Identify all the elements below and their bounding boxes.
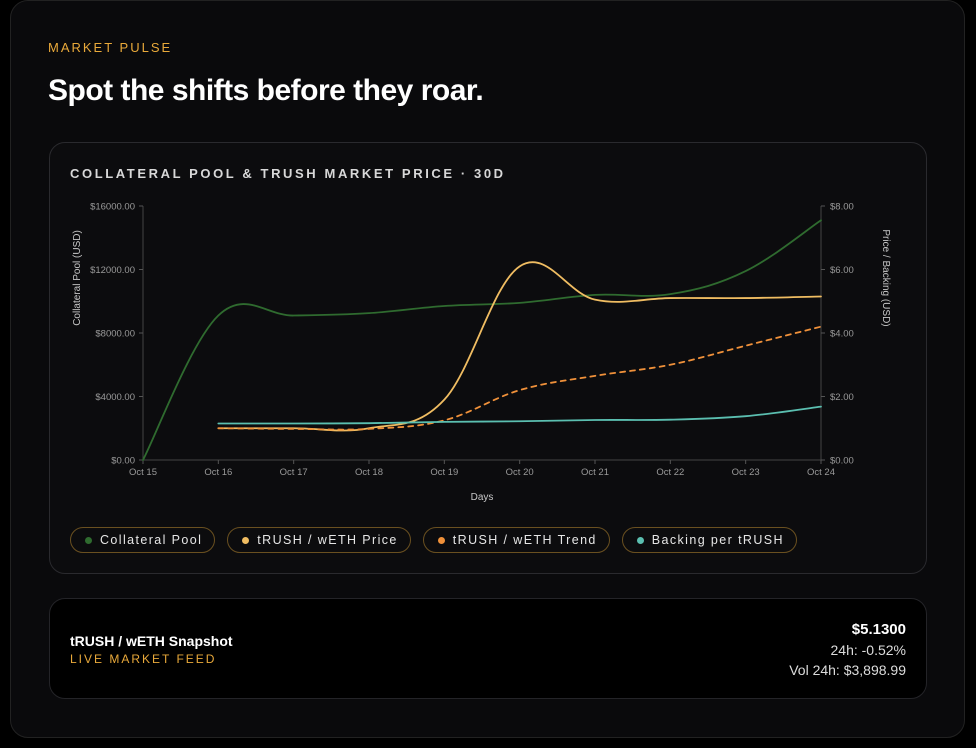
y-tick-label-right: $6.00: [830, 265, 854, 276]
y-tick-label-right: $8.00: [830, 202, 854, 213]
chart-card: [49, 142, 927, 574]
legend-item[interactable]: tRUSH / wETH Trend: [422, 527, 610, 553]
series-line-backing-per-trush: [217, 405, 822, 425]
series-line-trush-weth-price: [217, 261, 822, 432]
snapshot-price: $5.1300: [851, 621, 906, 638]
x-tick-label: Oct 16: [204, 467, 232, 478]
snapshot-card: [49, 598, 927, 699]
y-tick-label-left: $4000.00: [95, 392, 135, 403]
x-tick-label: Oct 20: [506, 467, 534, 478]
x-axis-title: Days: [471, 492, 494, 503]
y-axis-title-right: Price / Backing (USD): [880, 229, 891, 326]
y-tick-label-left: $8000.00: [95, 329, 135, 340]
legend-item[interactable]: tRUSH / wETH Price: [227, 527, 411, 553]
x-tick-label: Oct 15: [129, 467, 157, 478]
legend-dot-icon: [85, 536, 92, 544]
legend-dot-icon: [636, 536, 644, 544]
x-tick-label: Oct 21: [581, 467, 609, 478]
x-tick-label: Oct 24: [807, 467, 835, 478]
legend-label: Collateral Pool: [100, 533, 203, 547]
y-axis-title-left: Collateral Pool (USD): [72, 230, 83, 326]
x-tick-label: Oct 17: [280, 467, 308, 478]
page-headline: Spot the shifts before they roar.: [48, 74, 484, 107]
y-tick-label-left: $16000.00: [90, 202, 135, 213]
x-tick-label: Oct 22: [656, 467, 684, 478]
x-tick-label: Oct 18: [355, 467, 383, 478]
series-line-trush-weth-trend: [217, 325, 822, 431]
y-tick-label-right: $0.00: [830, 456, 854, 467]
legend-item[interactable]: Collateral Pool: [70, 527, 216, 553]
snapshot-title: tRUSH / wETH Snapshot: [70, 633, 233, 649]
y-tick-label-right: $2.00: [830, 392, 854, 403]
series-line-collateral-pool: [142, 219, 822, 461]
legend-label: tRUSH / wETH Price: [257, 533, 398, 547]
snapshot-change: 24h: -0.52%: [830, 642, 907, 658]
snapshot-subtitle: LIVE MARKET FEED: [70, 652, 217, 666]
snapshot-volume: Vol 24h: $3,898.99: [789, 662, 906, 678]
x-tick-label: Oct 19: [430, 467, 458, 478]
x-tick-label: Oct 23: [732, 467, 760, 478]
y-tick-label-left: $12000.00: [90, 265, 135, 276]
legend-label: tRUSH / wETH Trend: [452, 533, 597, 547]
legend-item[interactable]: Backing per tRUSH: [621, 527, 797, 553]
chart-title: COLLATERAL POOL & TRUSH MARKET PRICE · 3…: [70, 166, 506, 181]
section-eyebrow: MARKET PULSE: [48, 40, 173, 55]
chart-legend: Collateral Pool tRUSH / wETH Price tRUSH /…: [70, 527, 797, 553]
legend-label: Backing per tRUSH: [651, 533, 784, 547]
snapshot-stats: $5.1300 24h: -0.52% Vol 24h: $3,898.99: [789, 620, 906, 680]
y-tick-label-right: $4.00: [830, 329, 854, 340]
legend-dot-icon: [242, 536, 250, 544]
y-tick-label-left: $0.00: [111, 456, 135, 467]
legend-dot-icon: [437, 536, 445, 544]
